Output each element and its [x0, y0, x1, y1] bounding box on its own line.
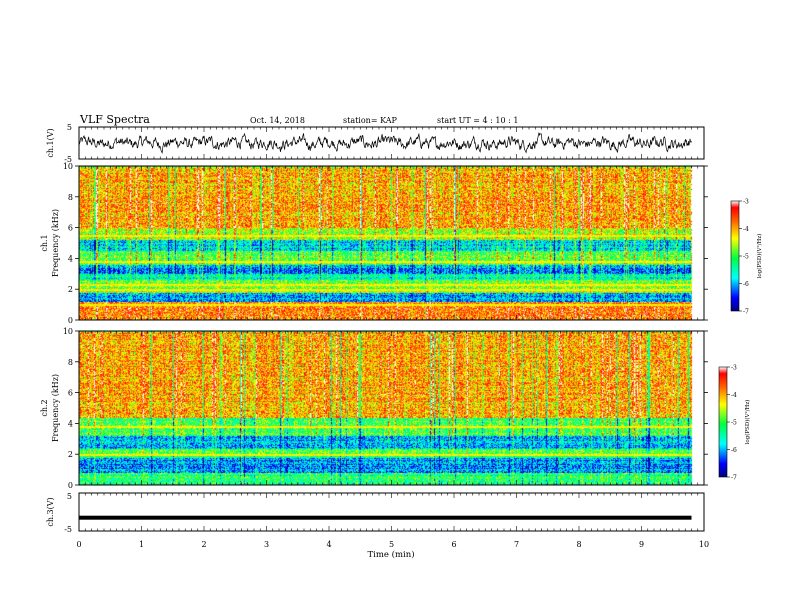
time-tick-label: 7 [514, 540, 519, 549]
ch2-colorbar-gradient [718, 366, 728, 478]
ch3-ytick-bottom: -5 [64, 525, 72, 534]
ch1-waveform-line [78, 131, 692, 154]
ch3-ytick-top: 5 [67, 492, 72, 501]
ch2-colorbar-tick-label: -4 [731, 392, 737, 399]
ch2-colorbar-ticks: -3 -4 -5 -6 -7 [727, 365, 737, 482]
ch1-waveform-panel: 5 -5 ch.1(V) [46, 123, 705, 164]
ch1-ytick-top: 5 [67, 123, 72, 132]
ch2-colorbar-tick-label: -5 [731, 420, 737, 427]
ch1-colorbar-label: log(PSD)(V²/Hz) [756, 234, 763, 279]
time-tick-label: 5 [389, 540, 394, 549]
ch1-spectrogram-image [79, 166, 704, 320]
ch1-spec-ytick-label: 4 [68, 254, 73, 263]
ch1-spectrogram-yticks: 0 2 4 6 8 10 [63, 162, 708, 325]
ch3-waveform-panel: 5 -5 ch.3(V) [46, 492, 705, 534]
ch1-colorbar-tick-label: -7 [743, 309, 749, 316]
ch2-spectrogram-channel-label: ch.2 [40, 399, 49, 416]
ch1-spec-ytick-label: 6 [68, 224, 73, 233]
time-axis-label: Time (min) [367, 549, 414, 560]
ch3-waveform-ylabel: ch.3(V) [46, 497, 55, 526]
ch2-spec-ytick-label: 2 [68, 450, 73, 459]
time-tick-label: 10 [699, 540, 709, 549]
ch1-spec-ytick-label: 8 [68, 193, 73, 202]
ch1-spectrogram-panel: 0 2 4 6 8 10 ch.1 Frequency (kHz) [40, 162, 708, 325]
ch3-waveform-frame [78, 492, 705, 532]
station-label: station= KAP [343, 116, 398, 125]
time-tick-label: 1 [139, 540, 144, 549]
ch1-spectrogram-ylabel: Frequency (kHz) [51, 209, 60, 277]
ch1-colorbar-ticks: -3 -4 -5 -6 -7 [739, 199, 749, 316]
time-tick-label: 2 [201, 540, 206, 549]
ch2-spectrogram-panel: 0 2 4 6 8 10 ch.2 Frequency (kHz) [40, 327, 708, 490]
time-tick-label: 3 [264, 540, 269, 549]
ch1-colorbar-tick-label: -3 [743, 199, 749, 206]
ch1-colorbar-tick-label: -6 [743, 281, 749, 288]
ch2-spec-ytick-label: 0 [68, 481, 73, 490]
time-axis-ticks: 0 1 2 3 4 5 6 7 8 9 10 [76, 127, 709, 549]
ch1-colorbar-tick-label: -4 [743, 226, 749, 233]
ch2-colorbar-tick-label: -6 [731, 447, 737, 454]
time-tick-label: 6 [451, 540, 456, 549]
ch2-colorbar-label: log(PSD)(V²/Hz) [744, 400, 751, 445]
ch2-spectrogram-yticks: 0 2 4 6 8 10 [63, 327, 708, 490]
ch2-colorbar-tick-label: -3 [731, 365, 737, 372]
ch3-waveform-line [79, 515, 692, 520]
ch1-spec-ytick-label: 2 [68, 285, 73, 294]
ch2-colorbar: -3 -4 -5 -6 -7 log(PSD)(V²/Hz) [718, 365, 751, 482]
ch1-colorbar-gradient [730, 200, 740, 312]
ch2-spec-ytick-label: 6 [68, 389, 73, 398]
ch2-spec-ytick-label: 8 [68, 358, 73, 367]
ch2-spec-ytick-label: 10 [63, 327, 73, 336]
ch2-spectrogram-ylabel: Frequency (kHz) [51, 374, 60, 442]
time-tick-label: 0 [76, 540, 81, 549]
ch2-spec-ytick-label: 4 [68, 419, 73, 428]
ch1-spec-ytick-label: 10 [63, 162, 73, 171]
ch2-spectrogram-image [79, 331, 704, 485]
ch1-ytick-bottom: -5 [64, 155, 72, 164]
ch1-spectrogram-channel-label: ch.1 [40, 234, 49, 251]
figure-title: VLF Spectra [79, 113, 150, 126]
date-label: Oct. 14, 2018 [250, 116, 305, 125]
time-tick-label: 4 [326, 540, 331, 549]
ch2-colorbar-tick-label: -7 [731, 475, 737, 482]
start-ut-label: start UT = 4 : 10 : 1 [437, 116, 518, 125]
ch1-colorbar: -3 -4 -5 -6 -7 log(PSD)(V²/Hz) [730, 199, 763, 316]
time-tick-label: 8 [576, 540, 581, 549]
ch1-waveform-ylabel: ch.1(V) [46, 128, 55, 157]
time-tick-label: 9 [639, 540, 644, 549]
ch1-colorbar-tick-label: -5 [743, 254, 749, 261]
ch1-spec-ytick-label: 0 [68, 316, 73, 325]
